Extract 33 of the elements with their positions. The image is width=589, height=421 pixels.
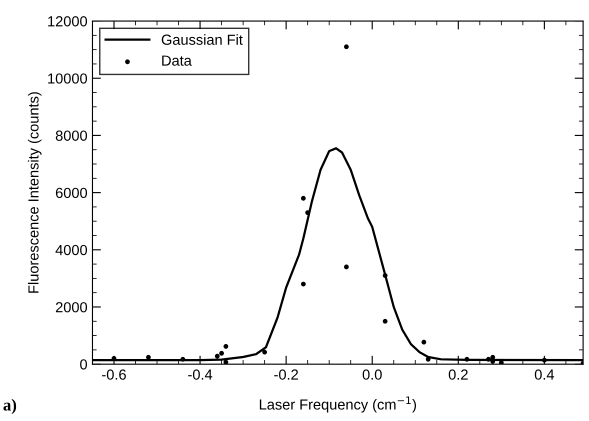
- point: [382, 318, 388, 324]
- y-tick-label: 10000: [48, 73, 88, 84]
- y-tick-label: 8000: [56, 130, 88, 141]
- x-tick-label: 0.0: [362, 369, 382, 380]
- point: [486, 356, 491, 362]
- x-tick-label: 0.4: [534, 369, 554, 380]
- point: [464, 356, 470, 362]
- x-tick-label: -0.4: [188, 369, 212, 380]
- point: [219, 350, 224, 356]
- legend-label: Data: [162, 56, 192, 66]
- y-axis-title: Fluorescence Intensity (counts): [28, 92, 42, 293]
- point: [344, 264, 349, 270]
- text: a): [3, 398, 16, 414]
- legend-label: Gaussian Fit: [162, 34, 243, 45]
- y-tick-label: 2000: [56, 302, 88, 312]
- point: [180, 356, 186, 362]
- y-tick-label: 6000: [56, 188, 88, 198]
- point: [421, 340, 426, 345]
- point: [382, 273, 388, 278]
- point: [223, 360, 228, 364]
- point: [344, 44, 349, 50]
- x-tick-label: -0.6: [102, 369, 126, 380]
- point: [223, 344, 228, 349]
- x-axis-title: Laser Frequency (cm$^{−1}$): [260, 396, 416, 413]
- y-tick-label: 0: [80, 359, 88, 370]
- point: [262, 350, 268, 355]
- point: [300, 196, 306, 201]
- x-tick-label: 0.2: [448, 369, 468, 380]
- point: [300, 282, 306, 286]
- y-tick-label: 4000: [56, 244, 88, 256]
- y-tick-label: 12000: [48, 16, 88, 26]
- point: [214, 354, 220, 359]
- x-tick-label: -0.2: [274, 369, 298, 380]
